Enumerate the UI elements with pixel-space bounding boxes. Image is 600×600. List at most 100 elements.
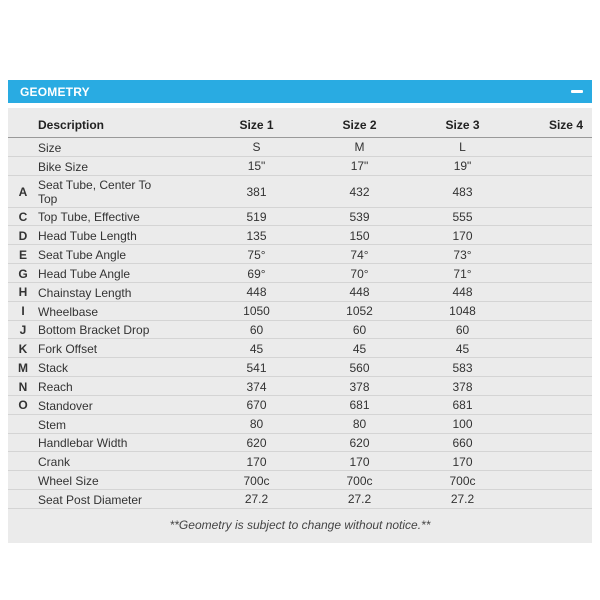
row-value-size2: 620 — [308, 433, 411, 453]
column-header-size2: Size 2 — [308, 110, 411, 138]
table-row: G Head Tube Angle 69° 70° 71° — [8, 263, 592, 283]
row-value-size2: 432 — [308, 175, 411, 208]
row-letter — [8, 414, 38, 434]
row-value-size3: L — [411, 137, 514, 157]
row-value-size3: 27.2 — [411, 489, 514, 509]
row-value-size4 — [514, 357, 592, 378]
row-value-size2: 17" — [308, 156, 411, 176]
row-value-size1: 381 — [205, 175, 308, 208]
row-value-size3: 700c — [411, 470, 514, 491]
row-letter — [8, 156, 38, 176]
row-value-size2: 448 — [308, 282, 411, 302]
table-row: Wheel Size 700c 700c 700c — [8, 470, 592, 491]
row-letter — [8, 433, 38, 453]
row-value-size1: 670 — [205, 395, 308, 415]
column-header-size4: Size 4 — [514, 110, 592, 138]
row-description: Seat Post Diameter — [38, 489, 205, 509]
row-value-size2: 27.2 — [308, 489, 411, 509]
row-description: Stem — [38, 414, 205, 434]
table-header-row: Description Size 1 Size 2 Size 3 Size 4 — [8, 110, 592, 138]
row-value-size4 — [514, 395, 592, 415]
row-value-size3: 100 — [411, 414, 514, 434]
geometry-table-container: Description Size 1 Size 2 Size 3 Size 4 … — [8, 108, 592, 543]
row-description: Bottom Bracket Drop — [38, 320, 205, 340]
row-description-text: Top Tube, Effective — [38, 210, 140, 225]
row-letter: C — [8, 207, 38, 227]
collapse-minus-icon[interactable] — [571, 90, 583, 93]
row-description-text: Stem — [38, 417, 67, 432]
column-header-letter — [8, 110, 38, 138]
geometry-footnote: **Geometry is subject to change without … — [169, 517, 431, 532]
row-value-size2: 150 — [308, 225, 411, 246]
row-value-size4 — [514, 282, 592, 302]
row-value-size3: 681 — [411, 395, 514, 415]
row-value-size4 — [514, 489, 592, 509]
row-value-size3: 660 — [411, 433, 514, 453]
row-description-text: Wheel Size — [38, 474, 99, 489]
row-description: Size — [38, 137, 205, 157]
table-row: O Standover 670 681 681 — [8, 395, 592, 415]
row-description-text: Chainstay Length — [38, 285, 132, 300]
row-description-text: Handlebar Width — [38, 436, 128, 451]
table-row: M Stack 541 560 583 — [8, 357, 592, 378]
row-value-size1: 700c — [205, 470, 308, 491]
table-row: A Seat Tube, Center To Top 381 432 483 — [8, 175, 592, 208]
row-letter: O — [8, 395, 38, 415]
row-value-size1: 80 — [205, 414, 308, 434]
row-description-text: Bottom Bracket Drop — [38, 323, 150, 338]
row-letter: I — [8, 301, 38, 321]
geometry-panel: GEOMETRY Description Size 1 — [8, 80, 592, 543]
row-description: Seat Tube, Center To Top — [38, 175, 205, 208]
geometry-table: Description Size 1 Size 2 Size 3 Size 4 … — [8, 110, 592, 509]
table-row: Crank 170 170 170 — [8, 451, 592, 472]
row-value-size2: 560 — [308, 357, 411, 378]
row-value-size1: 519 — [205, 207, 308, 227]
row-letter: N — [8, 376, 38, 396]
row-description-text: Seat Tube, Center To Top — [38, 177, 152, 206]
row-value-size3: 170 — [411, 225, 514, 246]
row-value-size1: 27.2 — [205, 489, 308, 509]
row-description-text: Stack — [38, 361, 69, 376]
row-value-size1: S — [205, 137, 308, 157]
row-value-size2: M — [308, 137, 411, 157]
row-letter — [8, 137, 38, 157]
row-value-size4 — [514, 338, 592, 359]
row-letter: E — [8, 244, 38, 265]
row-value-size4 — [514, 320, 592, 340]
column-header-description: Description — [38, 110, 205, 138]
row-letter: K — [8, 338, 38, 359]
row-value-size2: 681 — [308, 395, 411, 415]
row-description: Wheel Size — [38, 470, 205, 491]
table-row: N Reach 374 378 378 — [8, 376, 592, 396]
row-description-text: Head Tube Angle — [38, 266, 131, 281]
table-row: Stem 80 80 100 — [8, 414, 592, 434]
row-value-size3: 71° — [411, 263, 514, 283]
row-description: Stack — [38, 357, 205, 378]
row-description-text: Head Tube Length — [38, 229, 137, 244]
table-row: Handlebar Width 620 620 660 — [8, 433, 592, 453]
row-description: Chainstay Length — [38, 282, 205, 302]
row-letter: H — [8, 282, 38, 302]
row-value-size4 — [514, 263, 592, 283]
row-description: Head Tube Length — [38, 225, 205, 246]
row-description-text: Bike Size — [38, 159, 89, 174]
row-value-size1: 15" — [205, 156, 308, 176]
row-letter — [8, 489, 38, 509]
row-value-size4 — [514, 433, 592, 453]
row-description: Wheelbase — [38, 301, 205, 321]
row-value-size3: 60 — [411, 320, 514, 340]
row-value-size1: 69° — [205, 263, 308, 283]
row-description: Crank — [38, 451, 205, 472]
row-letter: G — [8, 263, 38, 283]
row-value-size3: 170 — [411, 451, 514, 472]
row-description-text: Size — [38, 140, 62, 155]
row-description: Seat Tube Angle — [38, 244, 205, 265]
table-row: Bike Size 15" 17" 19" — [8, 156, 592, 176]
row-value-size2: 539 — [308, 207, 411, 227]
geometry-panel-header[interactable]: GEOMETRY — [8, 80, 592, 103]
row-description-text: Fork Offset — [38, 342, 98, 357]
row-value-size3: 1048 — [411, 301, 514, 321]
row-value-size4 — [514, 225, 592, 246]
row-value-size1: 60 — [205, 320, 308, 340]
